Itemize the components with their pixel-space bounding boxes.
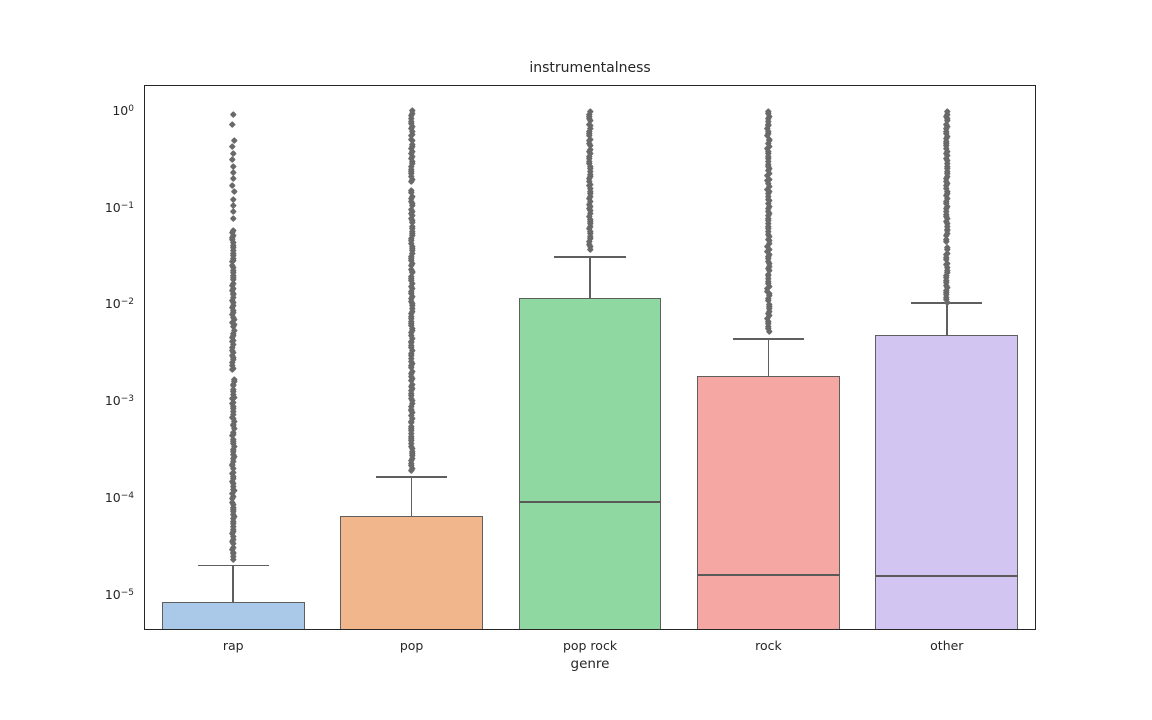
box-other <box>875 335 1019 629</box>
y-tick-label: 10−3 <box>104 393 134 409</box>
y-tick-label: 10−1 <box>104 199 134 215</box>
y-tick-label: 10−2 <box>104 296 134 312</box>
box-rock <box>697 376 840 629</box>
whisker-cap-rock <box>732 338 805 340</box>
median-line-other <box>875 575 1019 577</box>
y-tick-label: 100 <box>112 103 134 119</box>
x-tick-label: pop <box>399 638 424 653</box>
median-line-pop-rock <box>518 501 662 504</box>
y-tick-label: 10−4 <box>104 489 134 505</box>
whisker-line-pop-rock <box>589 256 591 298</box>
whisker-line-rap <box>232 565 234 603</box>
x-tick-label: other <box>930 638 964 653</box>
x-axis-label: genre <box>570 656 610 672</box>
box-pop-rock <box>518 297 662 629</box>
whisker-line-rock <box>767 338 770 377</box>
x-tick-label: rap <box>222 638 244 653</box>
y-tick-label: 10−5 <box>104 586 134 602</box>
whisker-line-pop <box>410 476 413 516</box>
whisker-line-other <box>946 302 948 336</box>
box-rap <box>161 602 305 629</box>
median-line-rock <box>697 574 840 576</box>
whisker-cap-pop <box>375 476 448 478</box>
whisker-cap-rap <box>197 564 269 567</box>
x-tick-label: rock <box>755 638 782 653</box>
whisker-cap-pop-rock <box>554 256 626 258</box>
box-pop <box>340 515 483 629</box>
x-tick-label: pop rock <box>562 638 618 653</box>
chart-title: instrumentalness <box>529 60 651 76</box>
